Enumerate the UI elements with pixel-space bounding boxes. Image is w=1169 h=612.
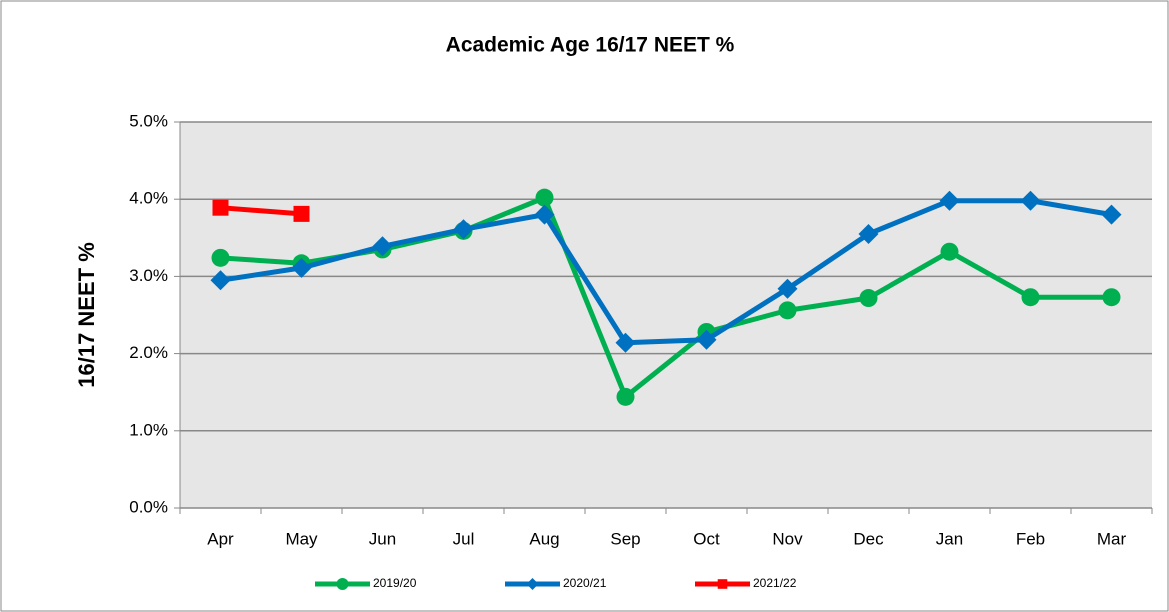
marker bbox=[858, 223, 879, 244]
y-tick-label: 4.0% bbox=[129, 189, 168, 208]
x-tick-label: Jul bbox=[453, 529, 475, 548]
marker bbox=[210, 270, 231, 291]
marker bbox=[291, 257, 312, 278]
x-tick-label: Aug bbox=[529, 529, 559, 548]
series-line bbox=[220, 205, 302, 217]
marker bbox=[1102, 288, 1121, 307]
y-tick-label: 5.0% bbox=[129, 111, 168, 130]
y-tick-label: 0.0% bbox=[129, 497, 168, 516]
marker bbox=[1101, 204, 1122, 225]
legend-marker bbox=[526, 578, 539, 590]
x-tick-label: Apr bbox=[207, 529, 234, 548]
chart-title: Academic Age 16/17 NEET % bbox=[446, 34, 735, 57]
marker bbox=[940, 242, 959, 261]
x-tick-label: Oct bbox=[693, 529, 720, 548]
x-tick-label: Dec bbox=[853, 529, 884, 548]
y-tick-label: 2.0% bbox=[129, 343, 168, 362]
marker bbox=[211, 248, 230, 267]
y-tick-label: 1.0% bbox=[129, 420, 168, 439]
x-tick-label: Sep bbox=[610, 529, 640, 548]
plot-area bbox=[180, 122, 1152, 508]
marker bbox=[859, 289, 878, 308]
marker bbox=[453, 219, 474, 240]
marker bbox=[534, 204, 555, 225]
marker bbox=[372, 236, 393, 257]
x-tick-label: Feb bbox=[1016, 529, 1045, 548]
y-tick-label: 3.0% bbox=[129, 266, 168, 285]
marker bbox=[778, 301, 797, 320]
legend-label: 2019/20 bbox=[373, 576, 417, 590]
legend-label: 2020/21 bbox=[563, 576, 607, 590]
marker bbox=[1021, 288, 1040, 307]
marker bbox=[615, 332, 636, 353]
marker bbox=[293, 205, 310, 222]
marker bbox=[535, 188, 554, 207]
y-axis-label: 16/17 NEET % bbox=[74, 242, 99, 388]
marker bbox=[616, 387, 635, 406]
x-tick-label: Mar bbox=[1097, 529, 1127, 548]
marker bbox=[212, 199, 229, 216]
x-tick-label: Jan bbox=[936, 529, 963, 548]
x-tick-label: Jun bbox=[369, 529, 396, 548]
marker bbox=[1020, 190, 1041, 211]
x-tick-label: Nov bbox=[772, 529, 803, 548]
marker bbox=[777, 278, 798, 299]
x-tick-label: May bbox=[285, 529, 318, 548]
marker bbox=[939, 190, 960, 211]
marker bbox=[696, 329, 717, 350]
legend-marker bbox=[717, 579, 728, 589]
legend-marker bbox=[336, 578, 349, 590]
series-line bbox=[220, 198, 1112, 346]
legend-label: 2021/22 bbox=[753, 576, 797, 590]
